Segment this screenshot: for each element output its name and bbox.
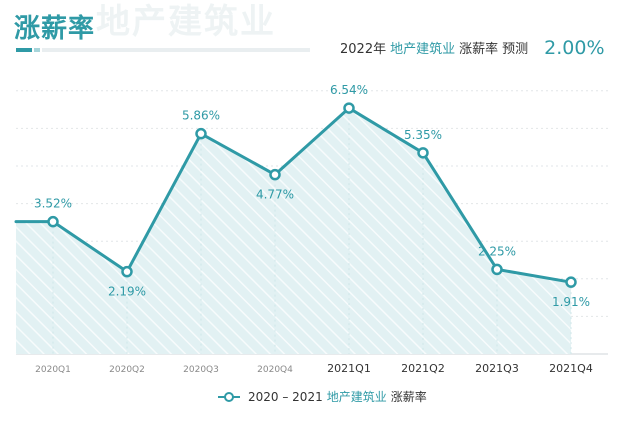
title-underline-track bbox=[42, 48, 310, 52]
x-tick-label: 2021Q2 bbox=[401, 362, 445, 375]
forecast-industry: 地产建筑业 bbox=[390, 42, 456, 57]
data-label: 5.35% bbox=[404, 128, 442, 142]
data-label: 3.52% bbox=[34, 197, 72, 211]
data-point bbox=[269, 168, 281, 181]
data-label: 4.77% bbox=[256, 188, 294, 202]
data-label: 2.19% bbox=[108, 285, 146, 299]
legend-line-marker-icon bbox=[218, 391, 240, 402]
data-point bbox=[491, 263, 503, 276]
x-tick-label: 2020Q2 bbox=[109, 365, 145, 375]
data-label: 1.91% bbox=[552, 295, 590, 309]
legend-industry: 地产建筑业 bbox=[326, 390, 387, 404]
data-label: 5.86% bbox=[182, 109, 220, 123]
legend-metric: 涨薪率 bbox=[390, 390, 427, 404]
page-title: 涨薪率 bbox=[14, 14, 96, 44]
data-labels: 3.52% 2.19% 5.86% 4.77% 6.54% 5.35% 2.25% 1.91% bbox=[34, 83, 590, 309]
x-tick-label: 2020Q1 bbox=[35, 365, 71, 375]
area-fill bbox=[16, 108, 571, 354]
title-underline-accent bbox=[16, 48, 32, 52]
legend-range: 2020 – 2021 bbox=[248, 389, 323, 404]
data-points bbox=[47, 102, 577, 288]
data-point bbox=[47, 215, 59, 228]
x-tick-label: 2021Q4 bbox=[549, 362, 593, 375]
x-tick-label: 2021Q1 bbox=[327, 362, 371, 375]
area-path bbox=[16, 108, 571, 354]
data-point bbox=[195, 127, 207, 140]
title-underline-light bbox=[34, 48, 40, 52]
forecast-value: 2.00% bbox=[544, 37, 605, 59]
drop-lines bbox=[52, 108, 572, 354]
legend: 2020 – 2021 地产建筑业 涨薪率 bbox=[218, 388, 427, 405]
data-label: 6.54% bbox=[330, 83, 368, 97]
data-point bbox=[565, 276, 577, 288]
x-tick-label: 2021Q3 bbox=[475, 362, 519, 375]
forecast-text: 2022年 地产建筑业 涨薪率 预测 2.00% bbox=[340, 36, 605, 59]
x-tick-label: 2020Q4 bbox=[257, 365, 293, 375]
data-point bbox=[343, 102, 355, 114]
forecast-metric: 涨薪率 bbox=[459, 42, 499, 57]
data-point bbox=[417, 147, 429, 159]
watermark-text: 地产建筑业 bbox=[96, 2, 276, 42]
data-point bbox=[121, 265, 133, 278]
forecast-year: 2022年 bbox=[340, 42, 387, 57]
x-tick-label: 2020Q3 bbox=[183, 365, 219, 375]
forecast-label: 预测 bbox=[502, 42, 529, 57]
data-label: 2.25% bbox=[478, 244, 516, 258]
x-axis-ticks: 2020Q1 2020Q2 2020Q3 2020Q4 2021Q1 2021Q2 2021… bbox=[35, 362, 593, 375]
